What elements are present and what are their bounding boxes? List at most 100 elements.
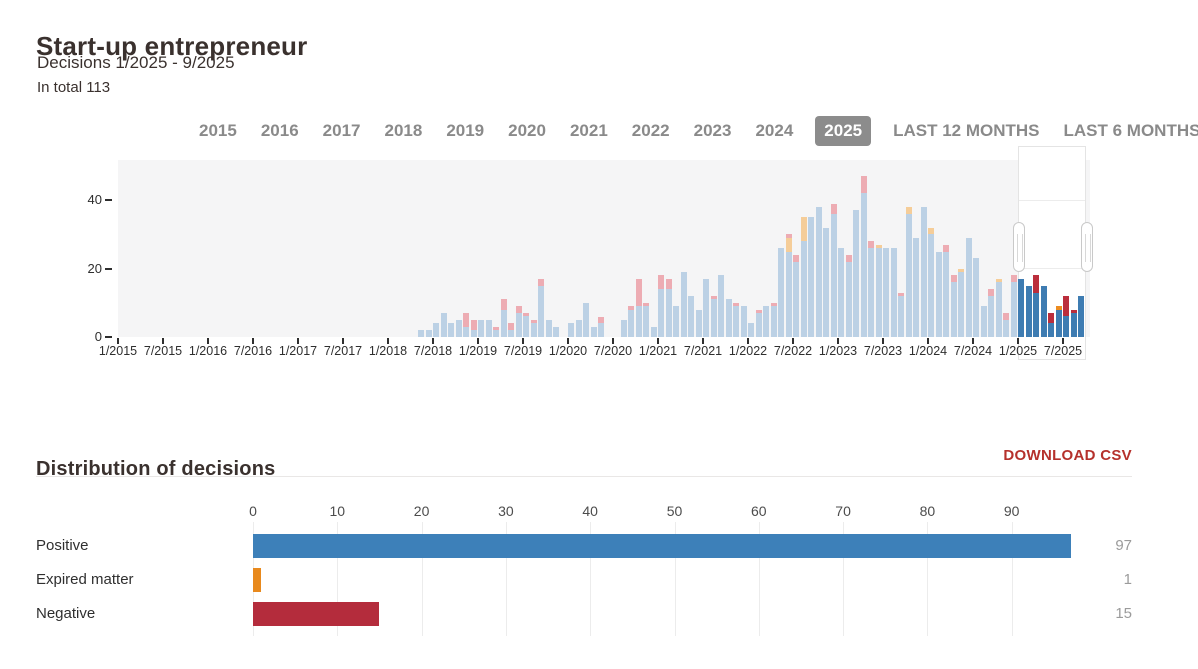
tab-2025[interactable]: 2025 xyxy=(815,116,872,146)
distribution-axis-label: 60 xyxy=(751,503,767,519)
page-title: Start-up entrepreneur xyxy=(36,31,308,62)
brush-handle-left[interactable] xyxy=(1013,222,1025,272)
distribution-value: 97 xyxy=(1115,537,1132,554)
timeline-bar-segment xyxy=(478,319,484,337)
x-axis-label: 7/2024 xyxy=(953,344,993,358)
timeline-bar-segment xyxy=(800,217,807,242)
x-axis-tick xyxy=(477,338,479,344)
x-axis-label: 7/2025 xyxy=(1043,344,1083,358)
timeline-bar-segment xyxy=(635,278,642,307)
timeline-bar-segment xyxy=(905,207,912,214)
timeline-bar-segment xyxy=(943,244,949,252)
timeline-bar-segment xyxy=(455,319,462,337)
tab-2015[interactable]: 2015 xyxy=(197,116,239,146)
timeline-bar-segment xyxy=(643,302,649,307)
distribution-axis-label: 0 xyxy=(249,503,257,519)
timeline-bar-segment xyxy=(440,313,447,337)
tab-2023[interactable]: 2023 xyxy=(692,116,734,146)
brush-handle-right[interactable] xyxy=(1081,222,1093,272)
x-axis-label: 1/2015 xyxy=(98,344,138,358)
distribution-gridline xyxy=(505,522,507,636)
timeline-bar-segment xyxy=(523,313,529,317)
timeline-bar-segment xyxy=(763,306,769,337)
timeline-bar-segment xyxy=(943,251,949,337)
timeline-bar-segment xyxy=(1040,285,1047,337)
timeline-bar-segment xyxy=(538,285,544,337)
download-csv-link[interactable]: DOWNLOAD CSV xyxy=(1003,447,1132,464)
distribution-axis-label: 10 xyxy=(329,503,346,519)
timeline-bar-segment xyxy=(1055,306,1062,310)
timeline-bar-segment xyxy=(1078,295,1084,337)
timeline-bar-segment xyxy=(508,323,514,331)
timeline-bar-segment xyxy=(875,248,882,337)
timeline-bar-segment xyxy=(673,306,679,337)
timeline-bar-segment xyxy=(950,275,957,283)
tab-2020[interactable]: 2020 xyxy=(506,116,548,146)
distribution-gridline xyxy=(927,522,929,636)
tab-2017[interactable]: 2017 xyxy=(321,116,363,146)
distribution-axis-label: 80 xyxy=(919,503,936,519)
x-axis-tick xyxy=(252,338,254,344)
timeline-bar-segment xyxy=(485,319,492,337)
timeline-bar-segment xyxy=(988,295,994,337)
x-axis-tick xyxy=(747,338,749,344)
timeline-bar-segment xyxy=(598,323,604,337)
timeline-bar-segment xyxy=(868,241,874,249)
x-axis-label: 7/2021 xyxy=(683,344,723,358)
distribution-axis-label: 20 xyxy=(413,503,430,519)
timeline-bar-segment xyxy=(808,217,814,337)
x-axis-tick xyxy=(657,338,659,344)
timeline-bar-segment xyxy=(725,299,732,337)
distribution-axis-label: 50 xyxy=(666,503,683,519)
y-axis-label: 0 xyxy=(94,329,102,344)
period-tabs: 2015 2016 2017 2018 2019 2020 2021 2022 2023 2024… xyxy=(197,114,1198,148)
tab-2016[interactable]: 2016 xyxy=(259,116,301,146)
distribution-gridline xyxy=(674,522,676,636)
x-axis-tick xyxy=(792,338,794,344)
timeline-bar-segment xyxy=(1033,275,1039,293)
timeline-bar-segment xyxy=(515,313,522,337)
timeline-bar-segment xyxy=(1025,285,1032,337)
timeline-bar-segment xyxy=(853,210,859,337)
distribution-category-label: Positive xyxy=(36,537,89,554)
x-axis-tick xyxy=(702,338,704,344)
timeline-bar-segment xyxy=(928,227,934,235)
tab-2021[interactable]: 2021 xyxy=(568,116,610,146)
timeline-bar-segment xyxy=(875,244,882,249)
timeline-bar-segment xyxy=(1018,278,1024,337)
section-divider xyxy=(36,476,1132,477)
timeline-bar-segment xyxy=(920,207,927,337)
timeline-bar-segment xyxy=(845,261,852,337)
tab-2022[interactable]: 2022 xyxy=(630,116,672,146)
x-axis-tick xyxy=(522,338,524,344)
tab-last-12-months[interactable]: LAST 12 MONTHS xyxy=(891,116,1041,146)
timeline-bar-segment xyxy=(1048,313,1054,324)
distribution-gridline xyxy=(843,522,845,636)
timeline-bar-segment xyxy=(905,213,912,337)
timeline-bar-segment xyxy=(523,316,529,337)
x-axis-tick xyxy=(567,338,569,344)
timeline-bar-segment xyxy=(740,306,747,337)
timeline-bar-segment xyxy=(493,326,499,331)
tab-last-6-months[interactable]: LAST 6 MONTHS xyxy=(1062,116,1198,146)
timeline-bar-segment xyxy=(958,268,964,273)
timeline-bar-segment xyxy=(680,272,687,337)
timeline-bar-segment xyxy=(718,275,724,337)
timeline-bar-segment xyxy=(470,330,477,337)
tab-2024[interactable]: 2024 xyxy=(753,116,795,146)
timeline-bar-segment xyxy=(620,319,627,337)
timeline-bar-segment xyxy=(800,241,807,337)
timeline-bar-segment xyxy=(958,272,964,337)
timeline-bar-segment xyxy=(545,319,552,337)
timeline-bar-segment xyxy=(665,289,672,337)
distribution-category-label: Negative xyxy=(36,605,96,622)
x-axis-tick xyxy=(837,338,839,344)
timeline-bar-segment xyxy=(815,207,822,337)
timeline-bar-segment xyxy=(463,326,469,337)
timeline-bar-segment xyxy=(898,292,904,296)
tab-2019[interactable]: 2019 xyxy=(444,116,486,146)
timeline-bar-segment xyxy=(868,248,874,337)
timeline-bar-segment xyxy=(755,313,762,337)
tab-2018[interactable]: 2018 xyxy=(382,116,424,146)
